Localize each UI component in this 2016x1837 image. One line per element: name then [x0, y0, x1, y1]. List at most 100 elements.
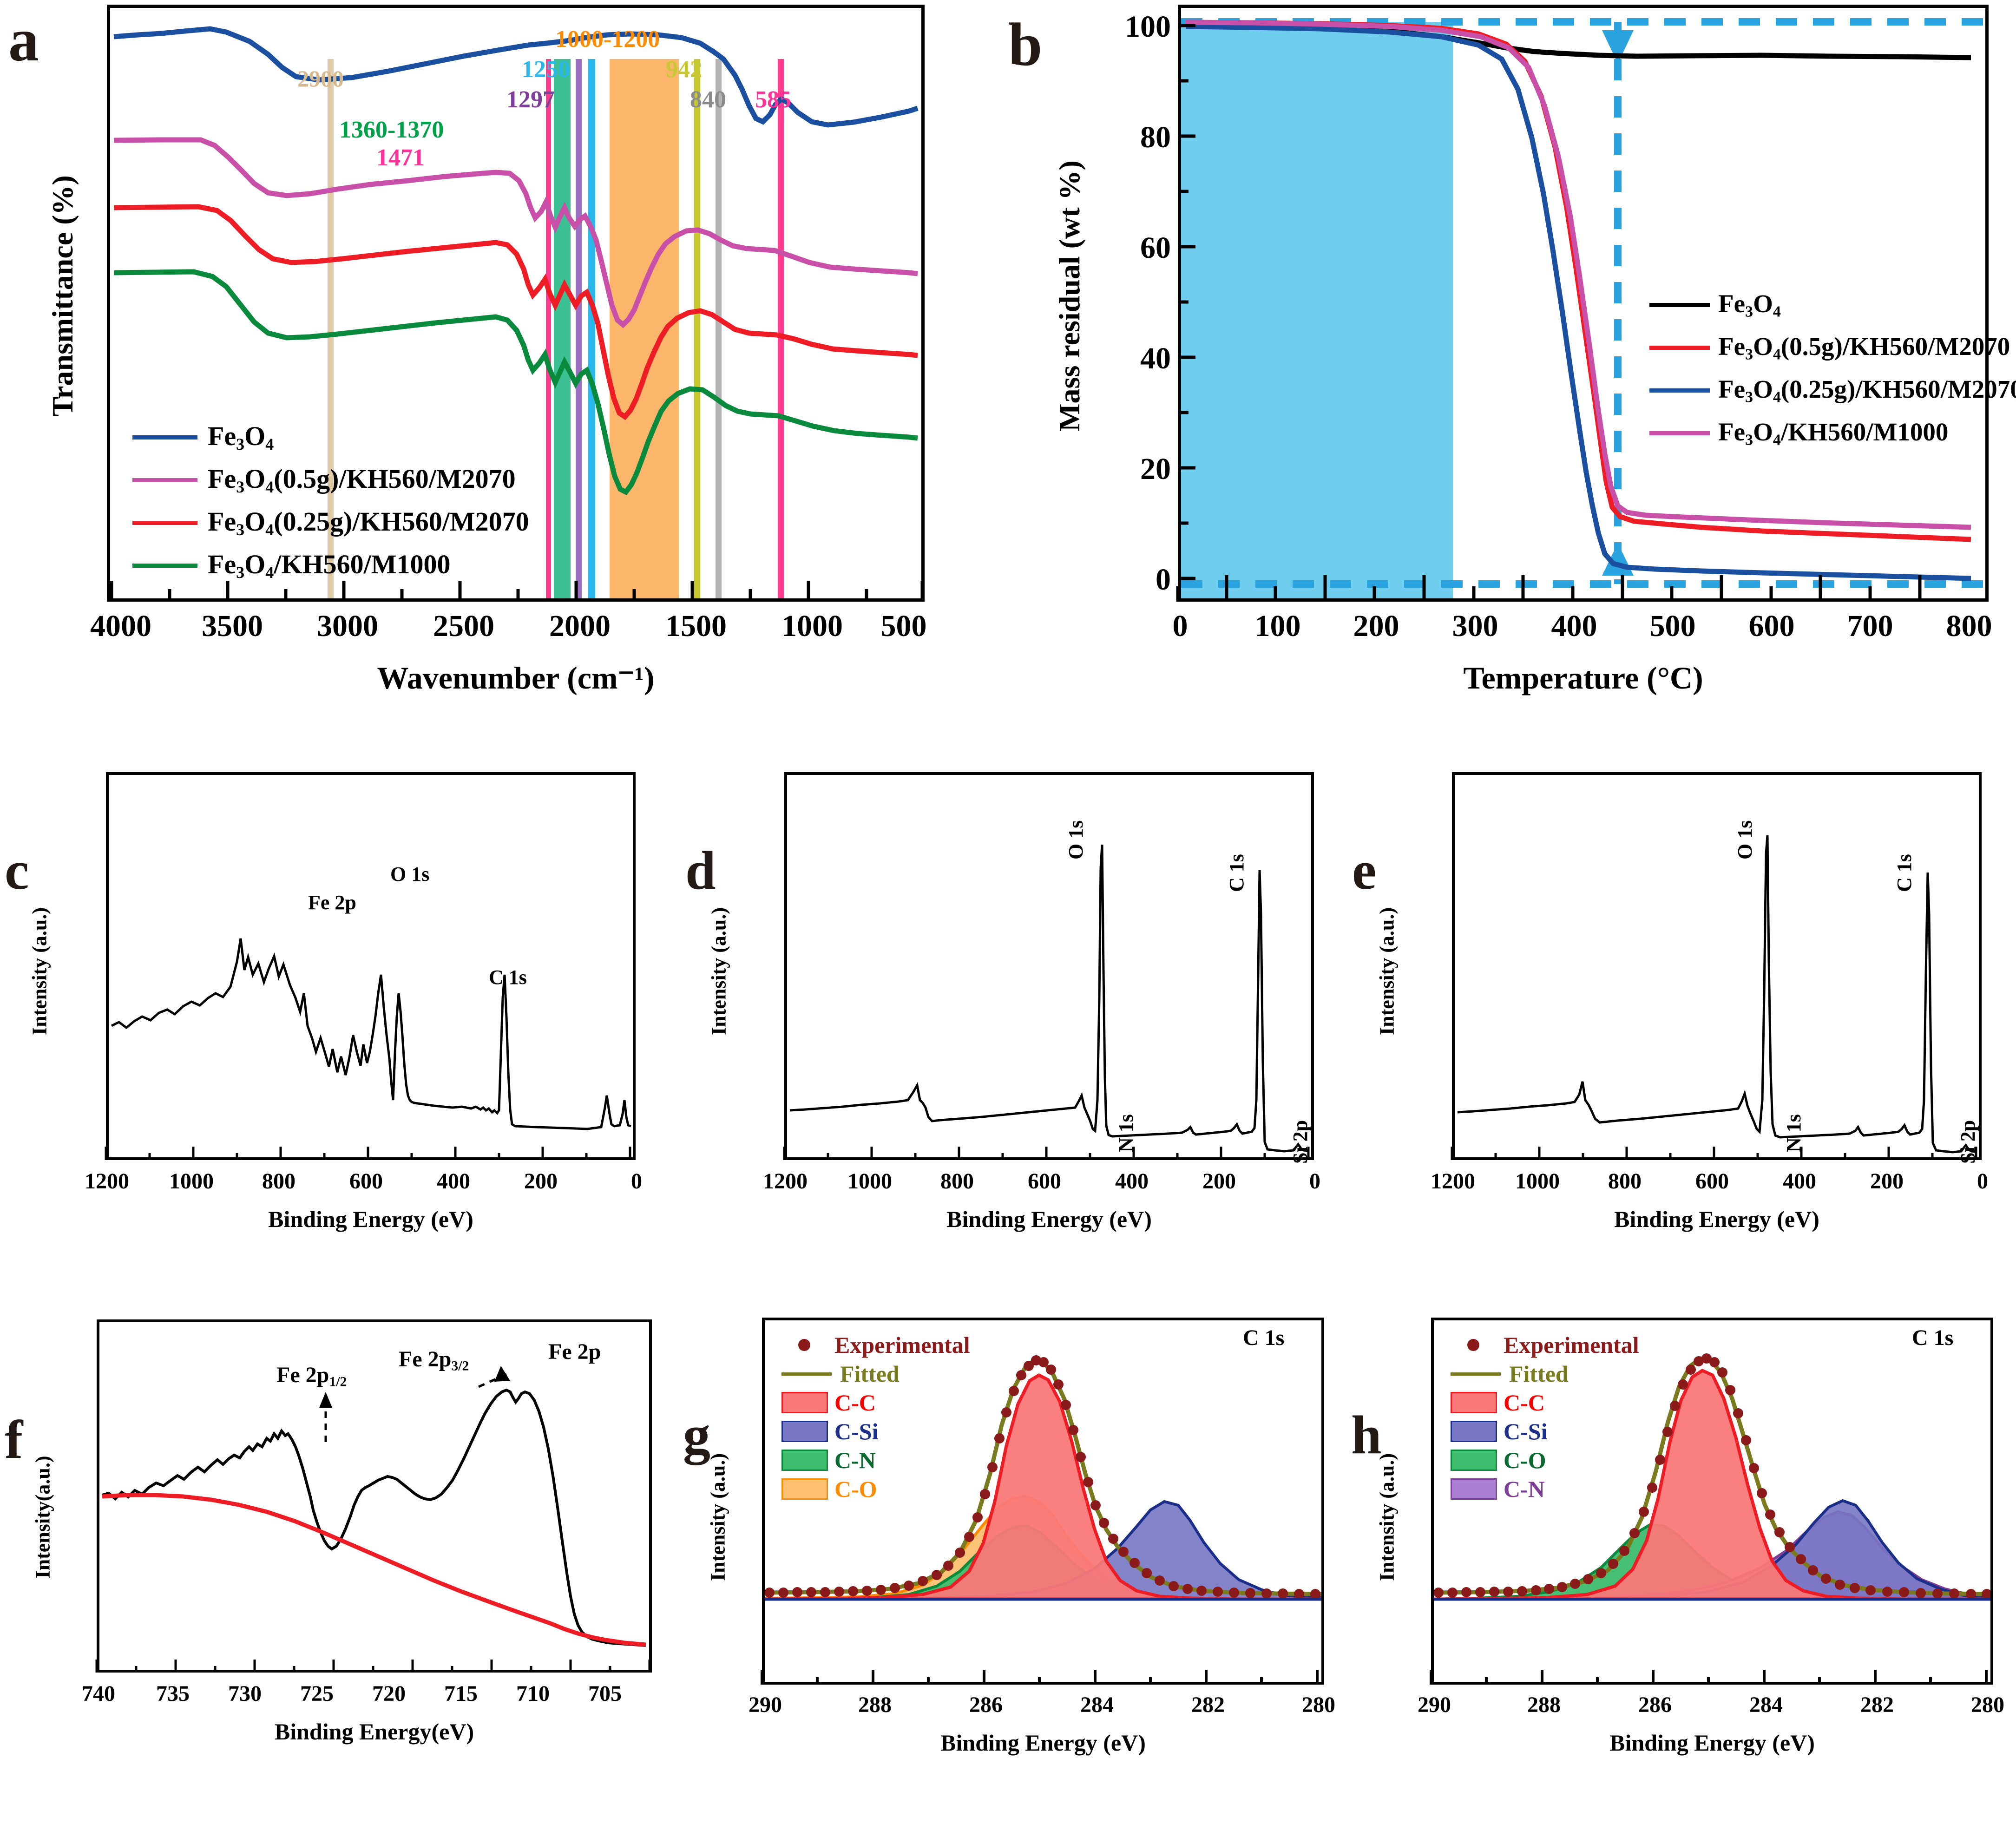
- legend-item-cn[interactable]: C-N: [781, 1446, 970, 1475]
- xtick: 2000: [549, 609, 611, 643]
- legend-item[interactable]: Fe3O4(0.25g)/KH560/M2070: [132, 501, 529, 544]
- legend-item[interactable]: Fe3O4: [132, 416, 529, 459]
- panel-a-plot-area: [107, 5, 925, 602]
- legend-swatch-box: [781, 1392, 828, 1413]
- peak-label-2900: 2900: [297, 66, 344, 92]
- legend-swatch-line: [132, 435, 197, 440]
- ytick: 60: [1140, 231, 1171, 265]
- legend-label: Fe3O4: [1718, 289, 1781, 321]
- legend-item-experimental[interactable]: Experimental: [781, 1331, 970, 1359]
- panel-c-svg: [111, 938, 631, 1130]
- panel-a-svg: [113, 26, 919, 598]
- legend-swatch-box: [1451, 1421, 1497, 1442]
- panel-d-svg: [789, 844, 1310, 1153]
- legend-item-co[interactable]: C-O: [1451, 1446, 1639, 1475]
- ytick: 0: [1156, 563, 1171, 597]
- legend-item[interactable]: Fe3O4: [1649, 283, 2016, 326]
- panel-a-legend: Fe3O4 Fe3O4(0.5g)/KH560/M2070 Fe3O4(0.25…: [132, 416, 529, 587]
- xtick: 288: [858, 1693, 892, 1717]
- legend-label: Fe3O4: [208, 420, 274, 454]
- xtick: 3000: [317, 609, 378, 643]
- panel-a: a Transmittance (%) 2900 1000-1200: [0, 0, 985, 725]
- panel-f-xlabel: Binding Energy(eV): [274, 1719, 474, 1745]
- panel-e-plot-area: [1452, 772, 1982, 1160]
- panel-d-letter: d: [685, 840, 716, 901]
- legend-item-fitted[interactable]: Fitted: [1451, 1359, 1639, 1388]
- curve-xps-survey-d: [789, 844, 1310, 1153]
- xtick: 800: [1608, 1169, 1642, 1194]
- xtick: 800: [940, 1169, 974, 1194]
- legend-item[interactable]: Fe3O4(0.5g)/KH560/M2070: [132, 459, 529, 501]
- panel-h-xlabel: Binding Energy (eV): [1609, 1730, 1815, 1756]
- xtick: 200: [524, 1169, 558, 1194]
- legend-swatch-line: [1451, 1372, 1501, 1376]
- panel-c-letter: c: [5, 840, 29, 901]
- band-1471: [546, 59, 551, 598]
- xtick: 400: [1783, 1169, 1816, 1194]
- legend-item[interactable]: Fe3O4(0.25g)/KH560/M2070: [1649, 369, 2016, 412]
- peak-label-o1s-c: O 1s: [390, 863, 430, 886]
- xtick: 1500: [665, 609, 727, 643]
- legend-item[interactable]: Fe3O4/KH560/M1000: [132, 544, 529, 587]
- panel-e-xlabel: Binding Energy (eV): [1614, 1206, 1819, 1232]
- xtick: 400: [1551, 609, 1597, 643]
- ytick: 20: [1140, 452, 1171, 486]
- peak-label-1250: 1250: [522, 56, 570, 83]
- xtick: 0: [1977, 1169, 1988, 1194]
- curve-fe3o4-05g: [113, 137, 918, 328]
- legend-item-fitted[interactable]: Fitted: [781, 1359, 970, 1388]
- curve-xps-survey-e: [1457, 835, 1977, 1154]
- panel-b-xlabel: Temperature (°C): [1463, 660, 1703, 695]
- xtick: 282: [1860, 1693, 1894, 1717]
- xtick: 725: [300, 1681, 334, 1706]
- xtick: 500: [880, 609, 927, 643]
- legend-item-cc[interactable]: C-C: [1451, 1388, 1639, 1417]
- peak-label-c1s-d: C 1s: [1225, 854, 1248, 892]
- legend-swatch-line: [1649, 388, 1710, 393]
- panel-h-letter: h: [1351, 1404, 1382, 1465]
- xtick: 0: [631, 1169, 642, 1194]
- panel-h-plot-area: [1431, 1318, 1993, 1685]
- xtick: 600: [1028, 1169, 1061, 1194]
- panel-g-corner-label: C 1s: [1243, 1325, 1285, 1350]
- legend-swatch-line: [1649, 302, 1710, 307]
- peak-label-1360-1370: 1360-1370: [339, 117, 444, 143]
- xtick: 740: [82, 1681, 115, 1706]
- xtick: 286: [1638, 1693, 1672, 1717]
- legend-item-cc[interactable]: C-C: [781, 1388, 970, 1417]
- xtick: 500: [1649, 609, 1696, 643]
- panel-e-svg: [1457, 835, 1977, 1154]
- legend-swatch-box: [781, 1478, 828, 1500]
- legend-item-co[interactable]: C-O: [781, 1475, 970, 1503]
- legend-item[interactable]: Fe3O4/KH560/M1000: [1649, 412, 2016, 454]
- xtick: 0: [1309, 1169, 1320, 1194]
- peak-label-o1s-d: O 1s: [1064, 820, 1087, 859]
- xtick: 715: [444, 1681, 478, 1706]
- legend-label: Experimental: [834, 1332, 970, 1358]
- curve-fe3o4-m1000: [113, 269, 918, 495]
- curve-fe2p-background: [102, 1493, 646, 1647]
- legend-swatch-box: [1451, 1478, 1497, 1500]
- peak-label-n1s-d: N 1s: [1115, 1114, 1137, 1152]
- legend-label: Fitted: [1509, 1361, 1569, 1387]
- panel-e: e Intensity (a.u.) O 1s N 1s C 1s Si 2p …: [1343, 743, 2016, 1292]
- panel-h-legend: Experimental Fitted C-C C-Si C-O C-N: [1451, 1331, 1639, 1503]
- legend-item-csi[interactable]: C-Si: [1451, 1417, 1639, 1446]
- peak-label-si2p-e: Si 2p: [1957, 1120, 1979, 1164]
- legend-item-experimental[interactable]: Experimental: [1451, 1331, 1639, 1359]
- legend-item-csi[interactable]: C-Si: [781, 1417, 970, 1446]
- panel-h-corner-label: C 1s: [1912, 1325, 1954, 1350]
- peak-label-1471: 1471: [376, 144, 425, 171]
- xtick: 800: [1946, 609, 1992, 643]
- legend-item-cn[interactable]: C-N: [1451, 1475, 1639, 1503]
- scatter-experimental-g: [765, 1355, 1320, 1599]
- panel-h: h Intensity (a.u.): [1343, 1296, 2016, 1837]
- legend-swatch-line: [132, 563, 197, 568]
- legend-label: Fe3O4(0.5g)/KH560/M2070: [208, 463, 516, 497]
- component-c-c-h: [1434, 1369, 1990, 1601]
- panel-b-letter: b: [1008, 10, 1043, 79]
- ytick: 80: [1140, 120, 1171, 154]
- panel-d-plot-area: [784, 772, 1314, 1160]
- legend-item[interactable]: Fe3O4(0.5g)/KH560/M2070: [1649, 326, 2016, 369]
- peak-label-si2p-d: Si 2p: [1289, 1120, 1312, 1164]
